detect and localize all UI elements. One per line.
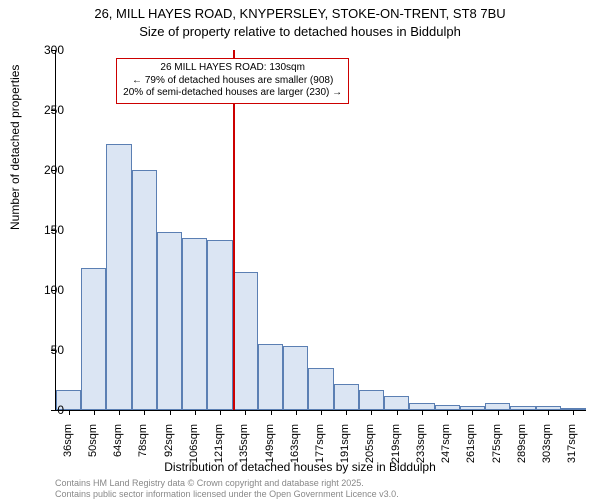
title-line1: 26, MILL HAYES ROAD, KNYPERSLEY, STOKE-O… bbox=[0, 6, 600, 21]
histogram-bar bbox=[283, 346, 308, 410]
y-tick-label: 150 bbox=[24, 223, 64, 237]
x-tick-label: 149sqm bbox=[264, 424, 276, 484]
x-tick bbox=[296, 410, 297, 415]
x-tick-label: 261sqm bbox=[465, 424, 477, 484]
histogram-bar bbox=[409, 403, 434, 410]
x-tick-label: 317sqm bbox=[566, 424, 578, 484]
histogram-bar bbox=[359, 390, 384, 410]
histogram-bar bbox=[81, 268, 106, 410]
x-tick-label: 289sqm bbox=[516, 424, 528, 484]
x-tick-label: 64sqm bbox=[112, 424, 124, 484]
y-tick-label: 200 bbox=[24, 163, 64, 177]
x-tick-label: 92sqm bbox=[163, 424, 175, 484]
x-tick-label: 247sqm bbox=[440, 424, 452, 484]
histogram-bar bbox=[233, 272, 258, 410]
x-tick-label: 106sqm bbox=[188, 424, 200, 484]
x-tick bbox=[94, 410, 95, 415]
annotation-line2: ← 79% of detached houses are smaller (90… bbox=[123, 75, 342, 88]
histogram-bar bbox=[258, 344, 283, 410]
x-tick bbox=[220, 410, 221, 415]
x-tick bbox=[170, 410, 171, 415]
histogram-bar bbox=[384, 396, 409, 410]
x-tick bbox=[548, 410, 549, 415]
histogram-bar bbox=[157, 232, 182, 410]
y-tick-label: 50 bbox=[24, 343, 64, 357]
x-tick-label: 233sqm bbox=[415, 424, 427, 484]
marker-annotation: 26 MILL HAYES ROAD: 130sqm← 79% of detac… bbox=[116, 58, 349, 104]
y-tick-label: 300 bbox=[24, 43, 64, 57]
x-tick bbox=[397, 410, 398, 415]
x-tick bbox=[195, 410, 196, 415]
x-tick-label: 219sqm bbox=[390, 424, 402, 484]
histogram-bar bbox=[182, 238, 207, 410]
histogram-bar bbox=[485, 403, 510, 410]
x-tick-label: 135sqm bbox=[238, 424, 250, 484]
x-tick-label: 50sqm bbox=[87, 424, 99, 484]
marker-line bbox=[233, 50, 235, 410]
histogram-bar bbox=[334, 384, 359, 410]
x-tick bbox=[447, 410, 448, 415]
y-tick-label: 250 bbox=[24, 103, 64, 117]
x-tick bbox=[346, 410, 347, 415]
x-tick-label: 205sqm bbox=[364, 424, 376, 484]
x-tick bbox=[144, 410, 145, 415]
plot-area: 26 MILL HAYES ROAD: 130sqm← 79% of detac… bbox=[55, 50, 586, 411]
x-tick bbox=[422, 410, 423, 415]
x-tick bbox=[69, 410, 70, 415]
x-tick bbox=[271, 410, 272, 415]
x-tick bbox=[371, 410, 372, 415]
x-tick bbox=[523, 410, 524, 415]
y-tick-label: 0 bbox=[24, 403, 64, 417]
annotation-line3: 20% of semi-detached houses are larger (… bbox=[123, 87, 342, 100]
annotation-line1: 26 MILL HAYES ROAD: 130sqm bbox=[123, 62, 342, 75]
x-tick bbox=[245, 410, 246, 415]
credits-line2: Contains public sector information licen… bbox=[55, 489, 399, 500]
x-tick bbox=[498, 410, 499, 415]
title-line2: Size of property relative to detached ho… bbox=[0, 24, 600, 39]
histogram-bar bbox=[132, 170, 157, 410]
x-tick-label: 121sqm bbox=[213, 424, 225, 484]
x-tick-label: 275sqm bbox=[491, 424, 503, 484]
histogram-bar bbox=[308, 368, 333, 410]
histogram-bar bbox=[207, 240, 232, 410]
histogram-bar bbox=[106, 144, 131, 410]
x-tick bbox=[321, 410, 322, 415]
x-tick bbox=[119, 410, 120, 415]
chart-container: 26, MILL HAYES ROAD, KNYPERSLEY, STOKE-O… bbox=[0, 0, 600, 500]
x-tick bbox=[573, 410, 574, 415]
x-tick-label: 177sqm bbox=[314, 424, 326, 484]
x-tick-label: 78sqm bbox=[137, 424, 149, 484]
y-axis-label: Number of detached properties bbox=[8, 65, 22, 230]
x-tick-label: 36sqm bbox=[62, 424, 74, 484]
y-tick-label: 100 bbox=[24, 283, 64, 297]
x-tick-label: 191sqm bbox=[339, 424, 351, 484]
x-tick bbox=[472, 410, 473, 415]
x-tick-label: 163sqm bbox=[289, 424, 301, 484]
x-tick-label: 303sqm bbox=[541, 424, 553, 484]
